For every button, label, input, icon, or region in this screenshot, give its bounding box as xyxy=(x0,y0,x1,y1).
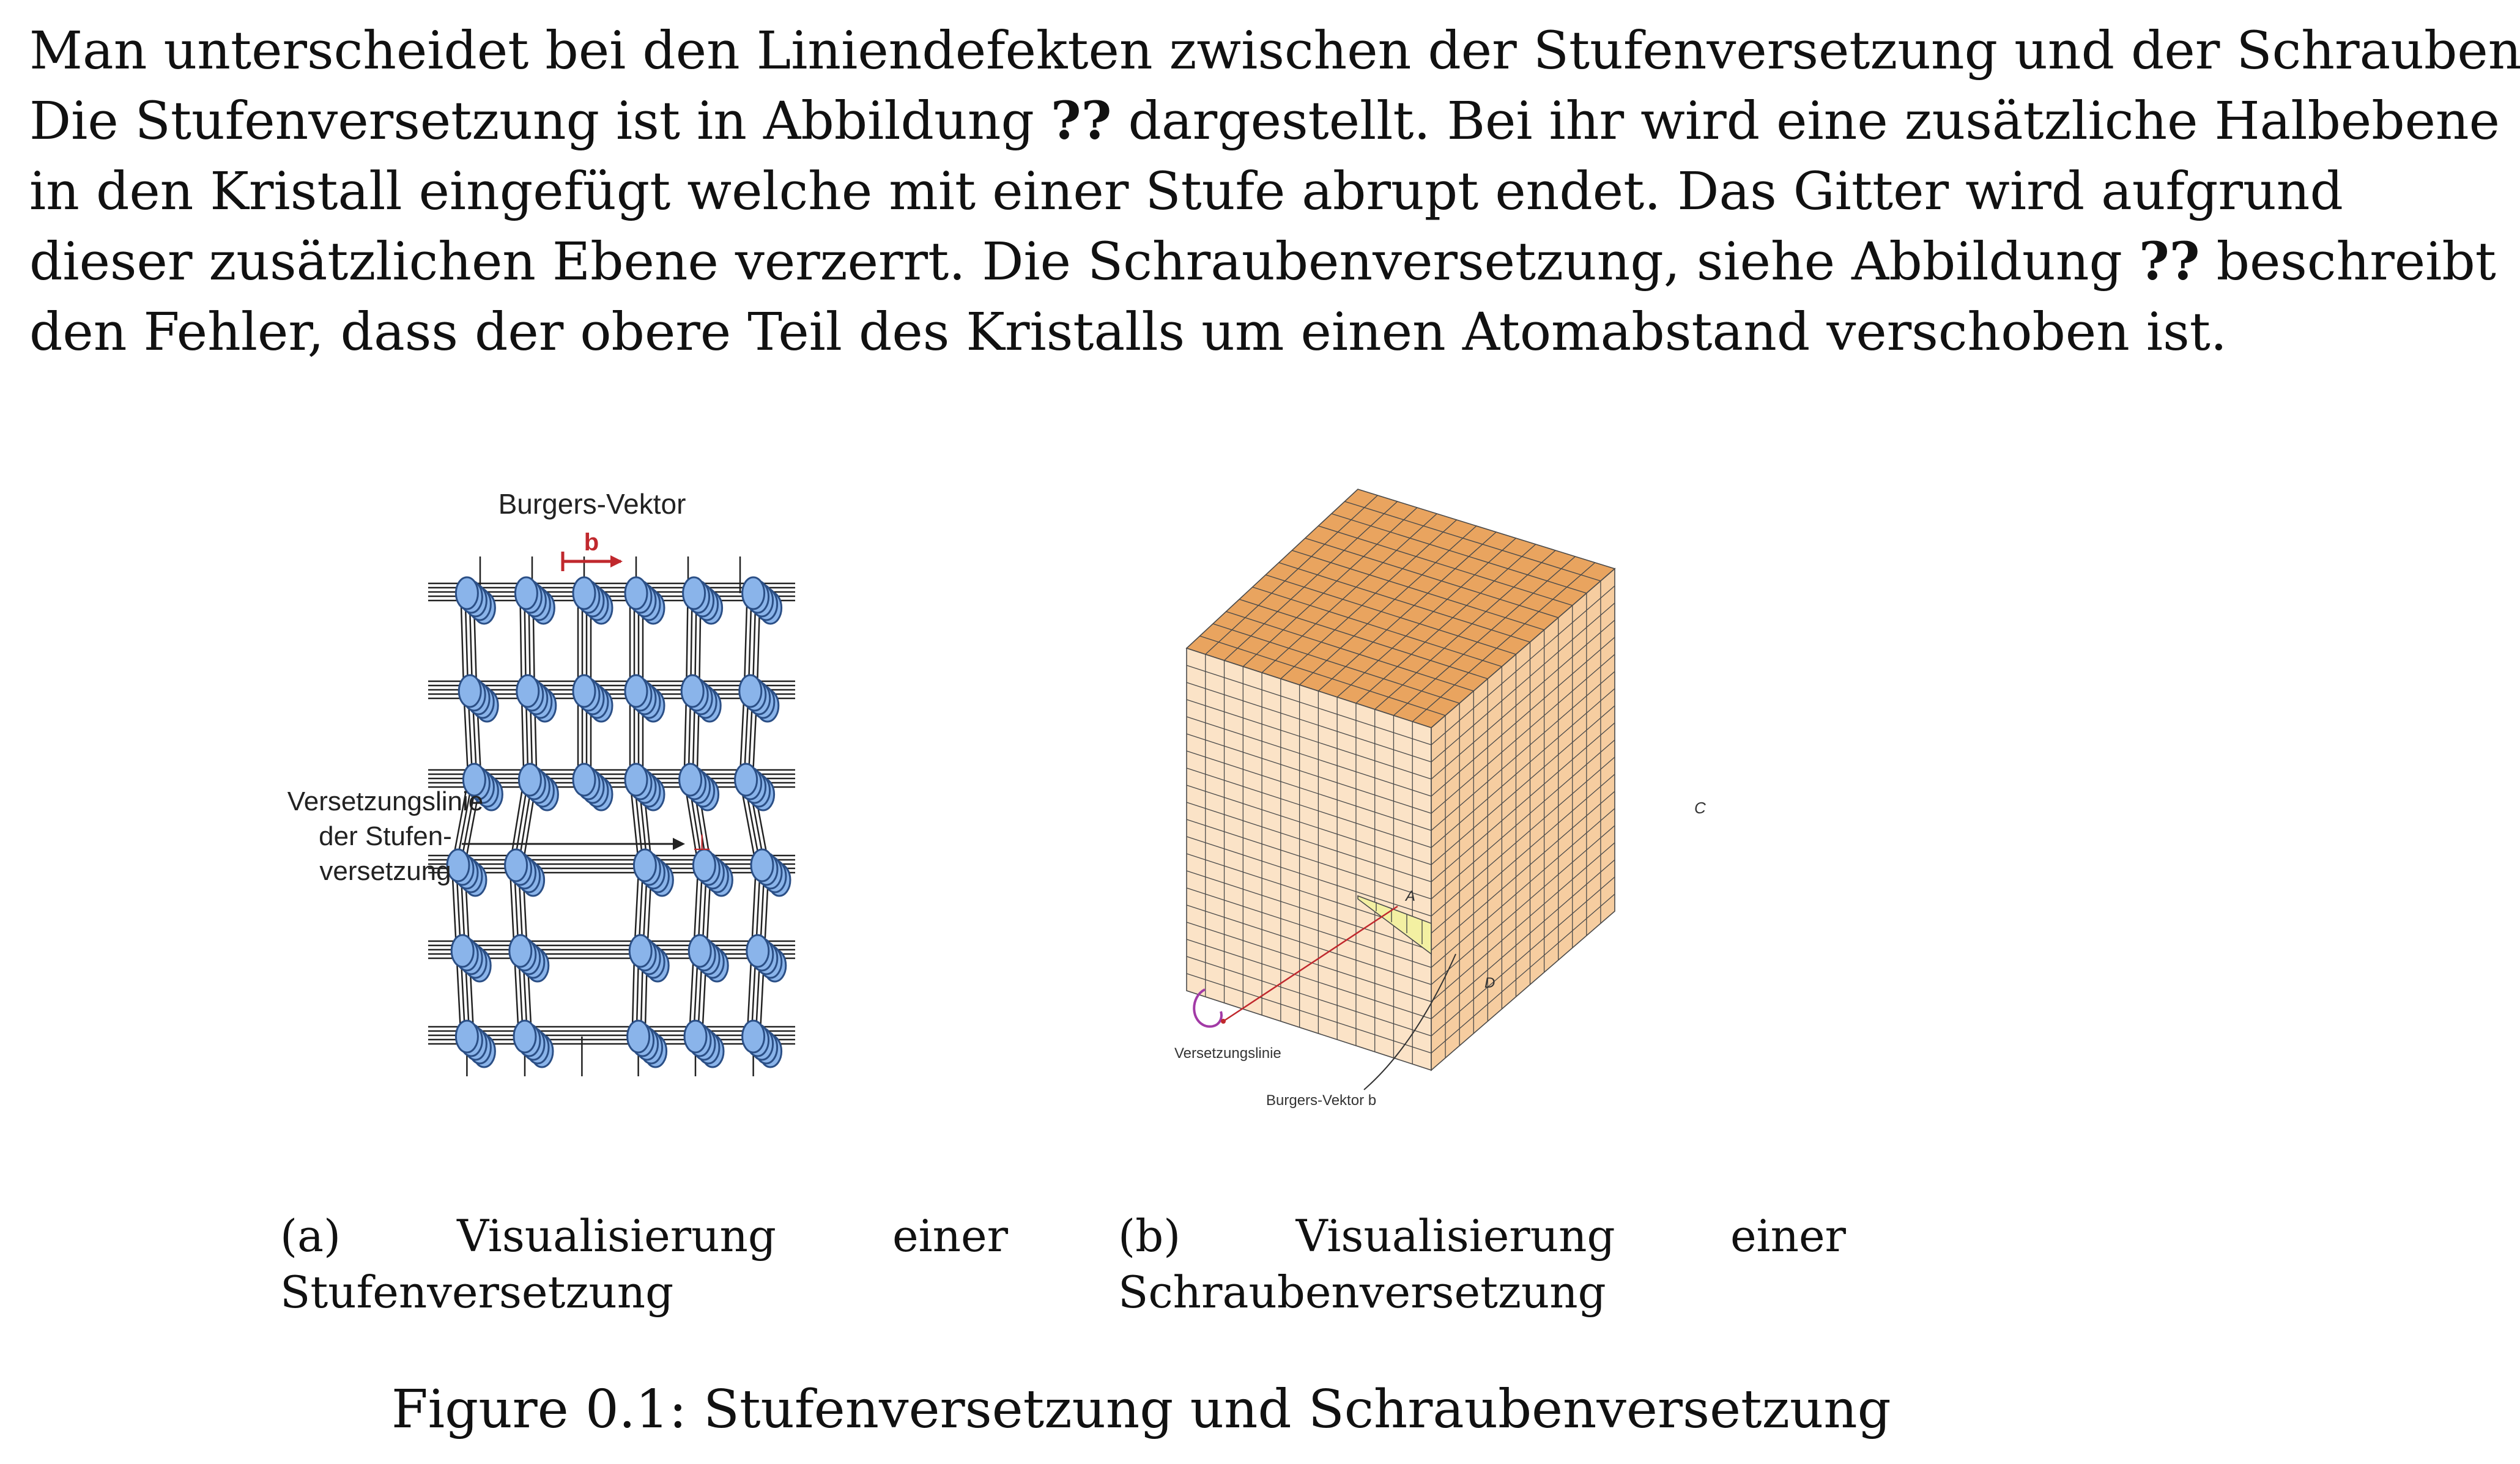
dislocation-line-label-3: versetzung xyxy=(319,856,451,886)
dislocation-line-origin xyxy=(1221,1019,1226,1024)
subcaption-b-word-3: Schraubenversetzung xyxy=(1118,1266,1606,1318)
subcaption-b-word-1: Visualisierung xyxy=(1295,1210,1615,1262)
figure-screw-dislocation: C A D Versetzungslinie Burgers-Vektor b xyxy=(1156,471,1829,1150)
paragraph-line-3-text: in den Kristall eingefügt welche mit ein… xyxy=(29,161,2343,222)
paragraph-line-5-text: den Fehler, dass der obere Teil des Kris… xyxy=(29,302,2227,363)
subcaption-b-word-2: einer xyxy=(1730,1210,1846,1262)
subcaption-a: (a) Visualisierung einer Stufenversetzun… xyxy=(280,1208,1008,1320)
paragraph-line-2: Die Stufenversetzung ist in Abbildung ??… xyxy=(29,86,2500,157)
burgers-b-label: b xyxy=(584,529,599,556)
edge-dislocation-diagram: Burgers-Vektor b Versetzungslinie der St… xyxy=(287,488,795,1076)
burgers-vector-label: Burgers-Vektor xyxy=(498,488,686,520)
dislocation-line-label-2: der Stufen- xyxy=(319,821,452,851)
subcaption-a-letter: (a) xyxy=(280,1210,341,1262)
subcaption-a-word-2: einer xyxy=(892,1210,1008,1262)
body-paragraph: Man unterscheidet bei den Liniendefekten… xyxy=(29,16,2520,368)
subcaption-b-letter: (b) xyxy=(1118,1210,1181,1262)
paragraph-line-4: dieser zusätzlichen Ebene verzerrt. Die … xyxy=(29,227,2496,297)
figure-caption: Figure 0.1: Stufenversetzung und Schraub… xyxy=(391,1379,1891,1440)
label-a: A xyxy=(1404,888,1415,904)
dislocation-line-label: Versetzungslinie xyxy=(1174,1045,1281,1062)
atom-lattice xyxy=(428,556,795,1076)
rotation-arrow-icon xyxy=(1193,988,1223,1028)
screw-dislocation-diagram: C A D Versetzungslinie Burgers-Vektor b xyxy=(1174,489,1706,1109)
crystal-cube xyxy=(1185,489,1616,1071)
label-c: C xyxy=(1694,799,1706,817)
paragraph-line-4-text: dieser zusätzlichen Ebene verzerrt. Die … xyxy=(29,231,2496,292)
subcaption-a-word-3: Stufenversetzung xyxy=(280,1266,674,1318)
burgers-vector-b-label: Burgers-Vektor b xyxy=(1266,1092,1376,1109)
dislocation-symbol: ⊥ xyxy=(692,830,711,855)
paragraph-line-3: in den Kristall eingefügt welche mit ein… xyxy=(29,157,2343,227)
subcaption-a-word-1: Visualisierung xyxy=(457,1210,776,1262)
paragraph-line-1: Man unterscheidet bei den Liniendefekten… xyxy=(29,21,2520,81)
figure-edge-dislocation: Burgers-Vektor b Versetzungslinie der St… xyxy=(287,471,924,1150)
subcaption-b: (b) Visualisierung einer Schraubenverset… xyxy=(1118,1208,1846,1320)
dislocation-pointer-arrowhead xyxy=(673,838,685,850)
paragraph-line-2-text: Die Stufenversetzung ist in Abbildung ??… xyxy=(29,91,2500,152)
dislocation-line-arrow xyxy=(1223,905,1398,1022)
paragraph-line-5: den Fehler, dass der obere Teil des Kris… xyxy=(29,297,2227,368)
burgers-vector-pointer xyxy=(1363,953,1456,1090)
burgers-vector-arrow xyxy=(561,552,623,571)
label-d: D xyxy=(1484,975,1495,991)
dislocation-line-label-1: Versetzungslinie xyxy=(287,786,483,816)
